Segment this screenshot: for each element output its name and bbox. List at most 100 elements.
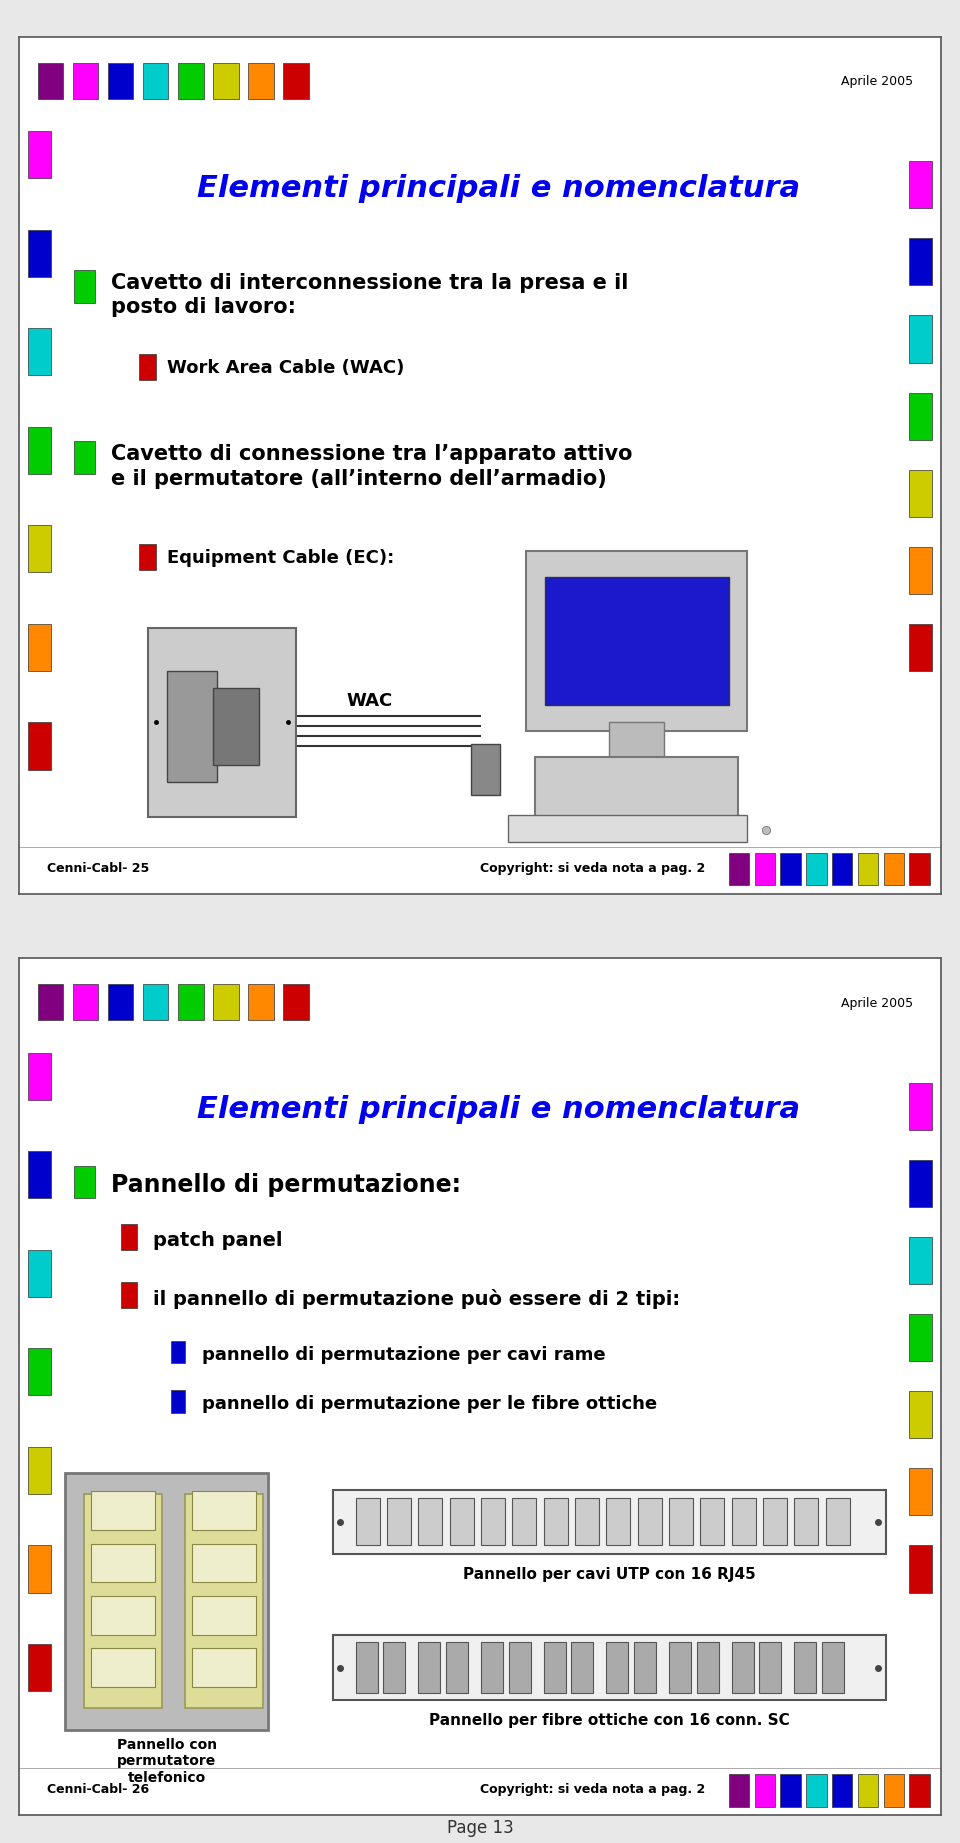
FancyBboxPatch shape [167,671,217,783]
FancyBboxPatch shape [29,722,52,770]
Text: Pannello per fibre ottiche con 16 conn. SC: Pannello per fibre ottiche con 16 conn. … [429,1712,789,1727]
FancyBboxPatch shape [908,315,931,363]
FancyBboxPatch shape [729,1775,749,1806]
FancyBboxPatch shape [143,63,169,98]
FancyBboxPatch shape [526,551,747,732]
FancyBboxPatch shape [794,1642,816,1694]
FancyBboxPatch shape [121,1283,137,1309]
FancyBboxPatch shape [755,853,775,885]
FancyBboxPatch shape [332,1489,885,1554]
FancyBboxPatch shape [139,544,156,569]
Text: Cenni-Cabl- 25: Cenni-Cabl- 25 [47,863,149,875]
FancyBboxPatch shape [37,984,63,1019]
FancyBboxPatch shape [91,1544,155,1583]
FancyBboxPatch shape [355,1642,377,1694]
FancyBboxPatch shape [575,1498,599,1546]
Text: Cavetto di interconnessione tra la presa e il
posto di lavoro:: Cavetto di interconnessione tra la presa… [111,273,629,317]
Text: WAC: WAC [347,691,393,710]
FancyBboxPatch shape [185,1495,263,1708]
FancyBboxPatch shape [91,1491,155,1530]
FancyBboxPatch shape [759,1642,781,1694]
FancyBboxPatch shape [732,1642,754,1694]
FancyBboxPatch shape [29,525,52,573]
FancyBboxPatch shape [729,853,749,885]
FancyBboxPatch shape [192,1596,256,1635]
Text: pannello di permutazione per cavi rame: pannello di permutazione per cavi rame [202,1345,606,1364]
FancyBboxPatch shape [192,1544,256,1583]
FancyBboxPatch shape [121,1224,137,1250]
Text: Equipment Cable (EC):: Equipment Cable (EC): [167,549,394,568]
FancyBboxPatch shape [29,428,52,474]
FancyBboxPatch shape [192,1648,256,1686]
FancyBboxPatch shape [481,1498,505,1546]
Text: il pannello di permutazione può essere di 2 tipi:: il pannello di permutazione può essere d… [153,1288,680,1309]
FancyBboxPatch shape [609,722,664,757]
FancyBboxPatch shape [700,1498,724,1546]
FancyBboxPatch shape [29,625,52,671]
FancyBboxPatch shape [755,1775,775,1806]
Text: Aprile 2005: Aprile 2005 [841,76,913,88]
FancyBboxPatch shape [908,238,931,286]
FancyBboxPatch shape [697,1642,719,1694]
FancyBboxPatch shape [29,1250,52,1297]
FancyBboxPatch shape [75,440,95,474]
FancyBboxPatch shape [909,853,929,885]
FancyBboxPatch shape [29,1447,52,1495]
FancyBboxPatch shape [108,63,133,98]
FancyBboxPatch shape [669,1498,693,1546]
FancyBboxPatch shape [780,853,801,885]
Text: Elementi principali e nomenclatura: Elementi principali e nomenclatura [197,1095,800,1124]
FancyBboxPatch shape [171,1390,185,1412]
FancyBboxPatch shape [908,1237,931,1285]
FancyBboxPatch shape [387,1498,411,1546]
FancyBboxPatch shape [29,1052,52,1100]
FancyBboxPatch shape [908,1082,931,1130]
FancyBboxPatch shape [445,1642,468,1694]
FancyBboxPatch shape [908,1314,931,1362]
FancyBboxPatch shape [543,1642,565,1694]
Text: Cenni-Cabl- 26: Cenni-Cabl- 26 [47,1784,149,1797]
Text: Cavetto di connessione tra l’apparato attivo
e il permutatore (all’interno dell’: Cavetto di connessione tra l’apparato at… [111,444,633,488]
FancyBboxPatch shape [908,1546,931,1592]
FancyBboxPatch shape [908,393,931,440]
FancyBboxPatch shape [283,63,308,98]
FancyBboxPatch shape [91,1648,155,1686]
FancyBboxPatch shape [669,1642,691,1694]
FancyBboxPatch shape [91,1596,155,1635]
FancyBboxPatch shape [732,1498,756,1546]
FancyBboxPatch shape [508,815,747,842]
Text: Aprile 2005: Aprile 2005 [841,997,913,1010]
FancyBboxPatch shape [908,1391,931,1438]
FancyBboxPatch shape [832,1775,852,1806]
FancyBboxPatch shape [29,1546,52,1592]
FancyBboxPatch shape [29,1644,52,1692]
FancyBboxPatch shape [355,1498,379,1546]
FancyBboxPatch shape [283,984,308,1019]
FancyBboxPatch shape [908,470,931,516]
FancyBboxPatch shape [909,1775,929,1806]
FancyBboxPatch shape [470,745,500,796]
FancyBboxPatch shape [213,687,259,765]
FancyBboxPatch shape [571,1642,593,1694]
FancyBboxPatch shape [794,1498,818,1546]
FancyBboxPatch shape [65,1473,268,1729]
FancyBboxPatch shape [248,63,274,98]
FancyBboxPatch shape [544,577,729,706]
FancyBboxPatch shape [75,269,95,302]
FancyBboxPatch shape [108,984,133,1019]
Text: Pannello con
permutatore
telefonico: Pannello con permutatore telefonico [116,1738,217,1784]
FancyBboxPatch shape [29,230,52,276]
Text: Pannello di permutazione:: Pannello di permutazione: [111,1172,462,1196]
Text: Page 13: Page 13 [446,1819,514,1837]
FancyBboxPatch shape [481,1642,503,1694]
FancyBboxPatch shape [383,1642,405,1694]
Text: Pannello per cavi UTP con 16 RJ45: Pannello per cavi UTP con 16 RJ45 [463,1567,756,1581]
FancyBboxPatch shape [637,1498,661,1546]
FancyBboxPatch shape [178,63,204,98]
FancyBboxPatch shape [806,853,827,885]
FancyBboxPatch shape [780,1775,801,1806]
FancyBboxPatch shape [171,1340,185,1362]
FancyBboxPatch shape [763,1498,787,1546]
FancyBboxPatch shape [143,984,169,1019]
FancyBboxPatch shape [607,1498,630,1546]
